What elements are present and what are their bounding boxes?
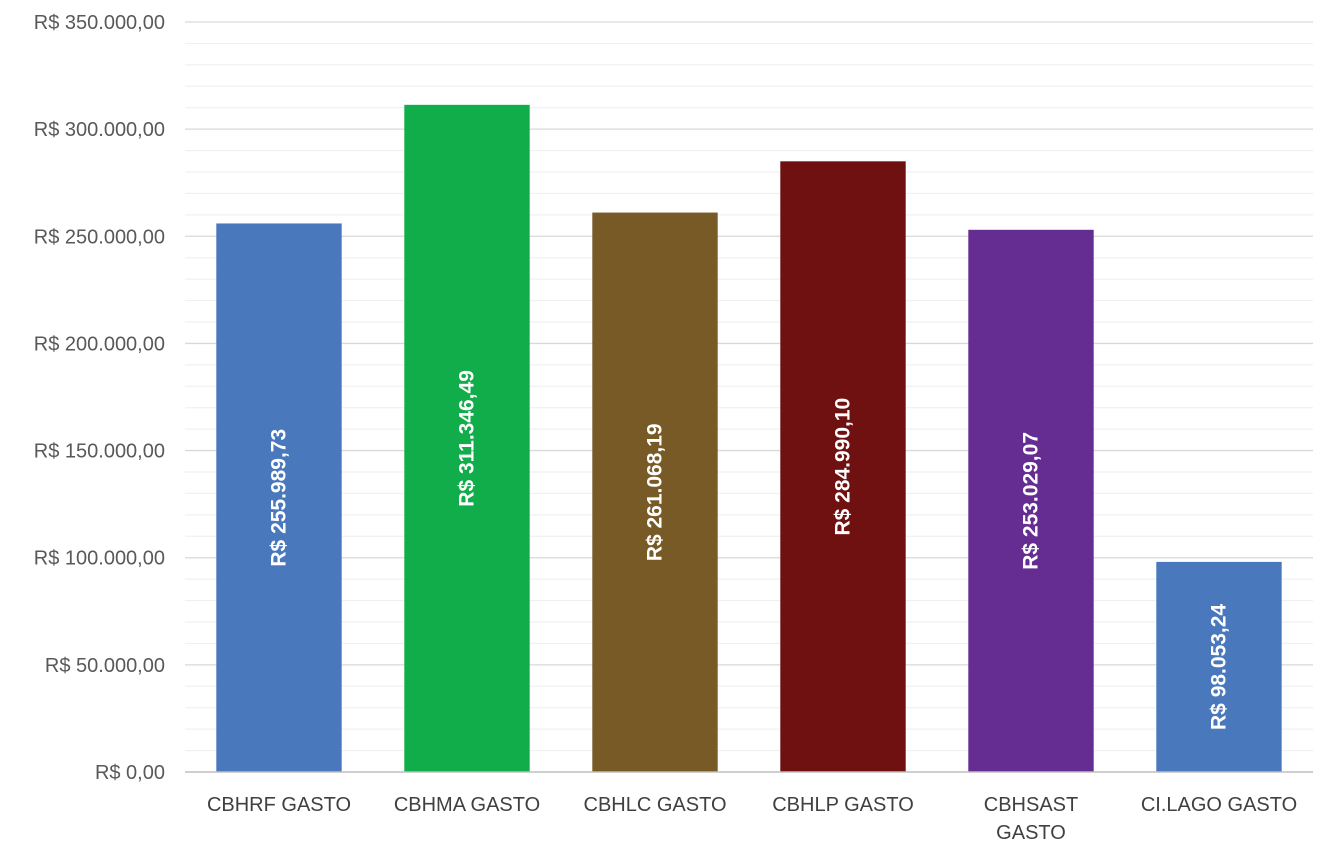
x-category-label: CBHLP GASTO xyxy=(772,794,914,816)
x-category-label: CBHMA GASTO xyxy=(394,794,540,816)
bar-value-label: R$ 255.989,73 xyxy=(268,429,291,567)
y-tick-label: R$ 350.000,00 xyxy=(34,12,165,34)
bar-value-label: R$ 261.068,19 xyxy=(644,423,667,561)
bar-cbhlp-gasto xyxy=(780,161,906,772)
bar-cbhlc-gasto xyxy=(592,212,718,772)
bar-value-label: R$ 311.346,49 xyxy=(456,370,479,507)
bars xyxy=(216,104,1282,773)
x-category-label-line: CBHMA GASTO xyxy=(394,794,540,816)
y-tick-label: R$ 0,00 xyxy=(95,762,165,784)
y-tick-label: R$ 50.000,00 xyxy=(45,655,165,677)
bar-ci-lago-gasto xyxy=(1156,561,1282,772)
x-axis-category-labels: CBHRF GASTO CBHMA GASTO CBHLC GASTO CBHLP G… xyxy=(207,794,1297,844)
bar-cbhma-gasto xyxy=(404,104,530,772)
bar-data-labels: R$ 255.989,73 R$ 311.346,49 R$ 261.068,19 R… xyxy=(268,370,1231,730)
gridlines xyxy=(185,21,1313,752)
y-tick-label: R$ 300.000,00 xyxy=(34,119,165,141)
x-category-label: CBHRF GASTO xyxy=(207,794,351,816)
x-category-label-line: CBHLC GASTO xyxy=(584,794,727,816)
bar-value-label: R$ 98.053,24 xyxy=(1208,604,1231,730)
y-tick-label: R$ 200.000,00 xyxy=(34,333,165,355)
x-category-label-line: CBHSAST xyxy=(984,794,1078,816)
y-tick-label: R$ 250.000,00 xyxy=(34,226,165,248)
x-category-label-line: GASTO xyxy=(996,822,1066,844)
bar-cbhsast-gasto xyxy=(968,229,1094,772)
bar-cbhrf-gasto xyxy=(216,223,342,773)
y-tick-label: R$ 100.000,00 xyxy=(34,548,165,570)
y-tick-label: R$ 150.000,00 xyxy=(34,441,165,463)
x-category-label-line: CI.LAGO GASTO xyxy=(1141,794,1297,816)
x-category-label: CBHLC GASTO xyxy=(584,794,727,816)
bar-value-label: R$ 284.990,10 xyxy=(832,398,855,536)
y-axis-tick-labels: R$ 0,00 R$ 50.000,00 R$ 100.000,00 R$ 150.0… xyxy=(34,12,165,784)
x-category-label: CI.LAGO GASTO xyxy=(1141,794,1297,816)
x-category-label: CBHSAST GASTO xyxy=(984,794,1078,844)
x-category-label-line: CBHLP GASTO xyxy=(772,794,914,816)
x-category-label-line: CBHRF GASTO xyxy=(207,794,351,816)
bar-value-label: R$ 253.029,07 xyxy=(1020,432,1043,570)
